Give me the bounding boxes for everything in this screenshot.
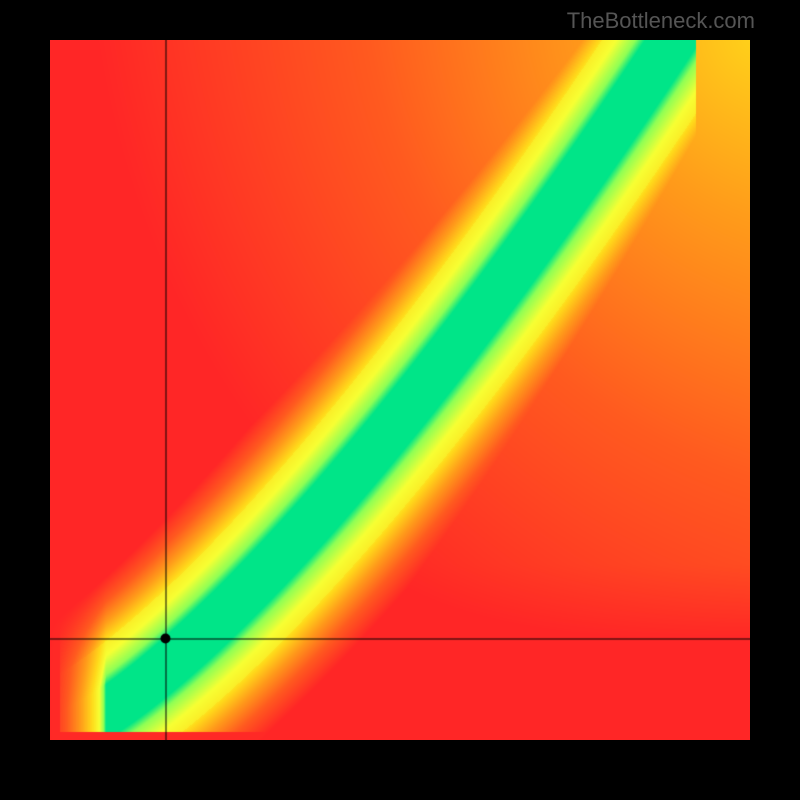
watermark-text: TheBottleneck.com	[567, 8, 755, 34]
heatmap-plot	[50, 40, 750, 740]
heatmap-canvas	[50, 40, 750, 740]
